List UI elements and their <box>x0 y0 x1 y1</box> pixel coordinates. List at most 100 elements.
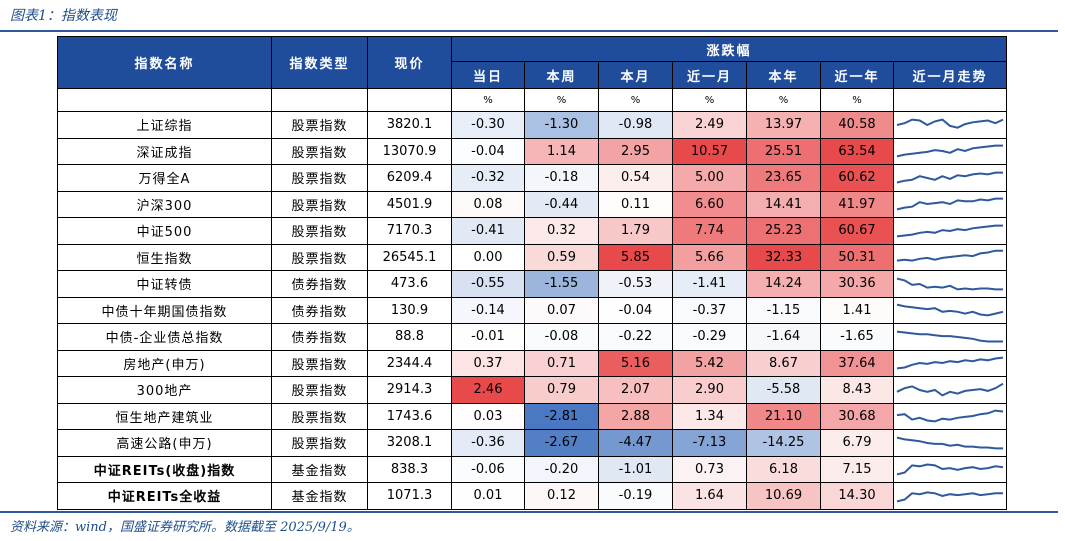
trend-sparkline <box>896 463 1004 476</box>
trend-sparkline <box>896 436 1003 450</box>
change-1y: 60.62 <box>820 164 894 192</box>
trend-sparkline-cell <box>892 455 1008 483</box>
change-1m: -0.29 <box>672 323 747 351</box>
trend-sparkline <box>896 330 1003 343</box>
trend-line <box>896 171 1003 184</box>
index-type: 基金指数 <box>271 455 368 483</box>
change-1m: 1.34 <box>672 402 747 430</box>
trend-sparkline <box>896 197 1003 211</box>
trend-sparkline <box>896 356 1004 370</box>
col-header-price: 现价 <box>367 36 452 89</box>
unit-label: % <box>598 88 673 112</box>
change-week: 1.14 <box>524 137 599 165</box>
index-name: 中证REITs全收益 <box>57 482 272 510</box>
trend-sparkline-cell <box>892 270 1008 298</box>
trend-line <box>896 197 1003 211</box>
index-price: 4501.9 <box>367 190 452 218</box>
unit-label: % <box>524 88 599 112</box>
table-row: 高速公路(申万) 股票指数 3208.1 -0.36 -2.67 -4.47 -7.13 -1… <box>57 429 1008 457</box>
index-name: 沪深300 <box>57 190 272 218</box>
table-row: 中债十年期国债指数 债券指数 130.9 -0.14 0.07 -0.04 -0.37 -1.… <box>57 296 1008 324</box>
change-month: -0.22 <box>598 323 673 351</box>
change-1y: 8.43 <box>820 376 894 404</box>
change-month: -0.19 <box>598 482 673 510</box>
change-1y: 30.68 <box>820 402 894 430</box>
change-week: -0.20 <box>524 455 599 483</box>
col-header-week: 本周 <box>524 61 599 89</box>
index-name: 300地产 <box>57 376 272 404</box>
trend-line <box>896 463 1004 476</box>
change-day: 0.01 <box>451 482 525 510</box>
change-ytd: -14.25 <box>746 429 821 457</box>
index-performance-table: 指数名称 指数类型 现价 涨跌幅 当日 本周 本月 近一月 本年 近一年 近一月走势 %%%… <box>57 36 1008 510</box>
change-1m: 0.73 <box>672 455 747 483</box>
change-day: 0.08 <box>451 190 525 218</box>
unit-label: % <box>820 88 894 112</box>
unit-cell-empty <box>892 88 1008 112</box>
change-1y: 50.31 <box>820 243 894 271</box>
trend-sparkline-cell <box>892 137 1008 165</box>
table-row: 沪深300 股票指数 4501.9 0.08 -0.44 0.11 6.60 14.41 41.… <box>57 190 1008 218</box>
index-type: 股票指数 <box>271 137 368 165</box>
table-row: 300地产 股票指数 2914.3 2.46 0.79 2.07 2.90 -5.58 8.43 <box>57 376 1008 404</box>
col-header-1y: 近一年 <box>820 61 894 89</box>
change-month: -0.04 <box>598 296 673 324</box>
index-name: 中债-企业债总指数 <box>57 323 272 351</box>
trend-sparkline <box>896 224 1003 238</box>
index-name: 中证转债 <box>57 270 272 298</box>
index-name: 中证REITs(收盘)指数 <box>57 455 272 483</box>
table-row: 房地产(申万) 股票指数 2344.4 0.37 0.71 5.16 5.42 8.67 37.… <box>57 349 1008 377</box>
change-ytd: 10.69 <box>746 482 821 510</box>
col-header-type: 指数类型 <box>271 36 368 89</box>
index-type: 债券指数 <box>271 323 368 351</box>
change-day: 0.37 <box>451 349 525 377</box>
change-1m: -0.37 <box>672 296 747 324</box>
trend-sparkline <box>896 171 1003 184</box>
change-1y: 60.67 <box>820 217 894 245</box>
trend-sparkline <box>896 118 1004 129</box>
change-1m: 2.49 <box>672 111 747 139</box>
index-type: 股票指数 <box>271 376 368 404</box>
trend-sparkline-cell <box>892 243 1008 271</box>
table-row: 中证REITs全收益 基金指数 1071.3 0.01 0.12 -0.19 1.64 10.… <box>57 482 1008 510</box>
change-week: -0.44 <box>524 190 599 218</box>
table-row: 中证500 股票指数 7170.3 -0.41 0.32 1.79 7.74 25.23 60.… <box>57 217 1008 245</box>
trend-sparkline <box>896 277 1003 291</box>
change-month: -0.53 <box>598 270 673 298</box>
change-week: -2.67 <box>524 429 599 457</box>
change-ytd: 6.18 <box>746 455 821 483</box>
change-1y: 14.30 <box>820 482 894 510</box>
table-row: 上证综指 股票指数 3820.1 -0.30 -1.30 -0.98 2.49 13.97 40… <box>57 111 1008 139</box>
index-name: 高速公路(申万) <box>57 429 272 457</box>
change-day: 2.46 <box>451 376 525 404</box>
index-price: 838.3 <box>367 455 452 483</box>
change-week: -1.30 <box>524 111 599 139</box>
index-name: 深证成指 <box>57 137 272 165</box>
change-day: -0.32 <box>451 164 525 192</box>
change-day: -0.01 <box>451 323 525 351</box>
index-name: 中证500 <box>57 217 272 245</box>
trend-sparkline-cell <box>892 111 1008 139</box>
change-1m: 1.64 <box>672 482 747 510</box>
change-1m: -1.41 <box>672 270 747 298</box>
change-month: 0.11 <box>598 190 673 218</box>
trend-line <box>896 382 1004 397</box>
change-month: -1.01 <box>598 455 673 483</box>
trend-line <box>896 224 1003 238</box>
change-week: 0.07 <box>524 296 599 324</box>
figure-caption: 图表1：指数表现 <box>10 8 117 24</box>
change-ytd: -1.15 <box>746 296 821 324</box>
index-type: 股票指数 <box>271 164 368 192</box>
table-row: 中证转债 债券指数 473.6 -0.55 -1.55 -0.53 -1.41 14.24 30… <box>57 270 1008 298</box>
change-1y: 40.58 <box>820 111 894 139</box>
index-price: 26545.1 <box>367 243 452 271</box>
change-week: 0.59 <box>524 243 599 271</box>
trend-sparkline-cell <box>892 402 1008 430</box>
trend-sparkline-cell <box>892 296 1008 324</box>
col-header-trend: 近一月走势 <box>892 61 1008 89</box>
trend-sparkline-cell <box>892 482 1008 510</box>
trend-sparkline-cell <box>892 323 1008 351</box>
change-month: 5.16 <box>598 349 673 377</box>
change-week: -0.08 <box>524 323 599 351</box>
index-price: 7170.3 <box>367 217 452 245</box>
